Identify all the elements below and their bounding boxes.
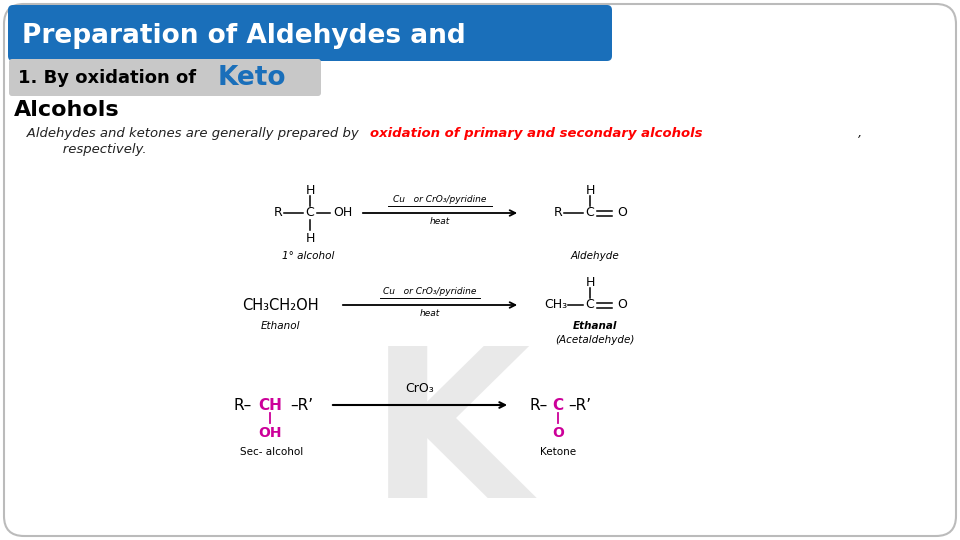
Text: H: H <box>305 233 315 246</box>
Text: OH: OH <box>258 426 281 440</box>
Text: H: H <box>305 185 315 198</box>
Text: R–: R– <box>233 397 252 413</box>
Text: Alcohols: Alcohols <box>14 100 120 120</box>
FancyBboxPatch shape <box>8 5 612 61</box>
Text: –R’: –R’ <box>290 397 313 413</box>
Text: oxidation of primary and secondary alcohols: oxidation of primary and secondary alcoh… <box>370 126 703 139</box>
Text: CH: CH <box>258 397 282 413</box>
Text: C: C <box>552 397 564 413</box>
Text: H: H <box>586 185 594 198</box>
Text: CH₃: CH₃ <box>544 299 567 312</box>
Text: O: O <box>617 299 627 312</box>
FancyBboxPatch shape <box>9 59 321 96</box>
Text: ,: , <box>858 126 862 139</box>
Text: R–: R– <box>530 397 548 413</box>
Text: Preparation of Aldehydes and: Preparation of Aldehydes and <box>22 23 466 49</box>
Text: –R’: –R’ <box>568 397 591 413</box>
Text: respectively.: respectively. <box>50 144 147 157</box>
Text: Ethanol: Ethanol <box>260 321 300 331</box>
Text: Cu   or CrO₃/pyridine: Cu or CrO₃/pyridine <box>383 287 477 296</box>
Text: CrO₃: CrO₃ <box>406 382 434 395</box>
Text: Ketone: Ketone <box>540 447 576 457</box>
Text: Aldehyde: Aldehyde <box>570 251 619 261</box>
Text: Cu   or CrO₃/pyridine: Cu or CrO₃/pyridine <box>394 195 487 205</box>
Text: Aldehydes and ketones are generally prepared by: Aldehydes and ketones are generally prep… <box>14 126 363 139</box>
Text: H: H <box>586 276 594 289</box>
Text: C: C <box>586 206 594 219</box>
Text: O: O <box>617 206 627 219</box>
Text: 1° alcohol: 1° alcohol <box>282 251 334 261</box>
Text: CH₃CH₂OH: CH₃CH₂OH <box>242 298 319 313</box>
Text: R: R <box>274 206 282 219</box>
Text: heat: heat <box>430 217 450 226</box>
Text: 1. By oxidation of: 1. By oxidation of <box>18 69 196 87</box>
FancyBboxPatch shape <box>4 4 956 536</box>
Text: Sec- alcohol: Sec- alcohol <box>240 447 303 457</box>
Text: heat: heat <box>420 308 440 318</box>
Text: C: C <box>586 299 594 312</box>
Text: C: C <box>305 206 314 219</box>
Text: Ethanal: Ethanal <box>573 321 617 331</box>
Text: (Acetaldehyde): (Acetaldehyde) <box>555 335 635 345</box>
Text: OH: OH <box>333 206 352 219</box>
Text: R: R <box>554 206 563 219</box>
Text: Keto: Keto <box>218 65 286 91</box>
Text: O: O <box>552 426 564 440</box>
Text: K: K <box>370 339 531 540</box>
